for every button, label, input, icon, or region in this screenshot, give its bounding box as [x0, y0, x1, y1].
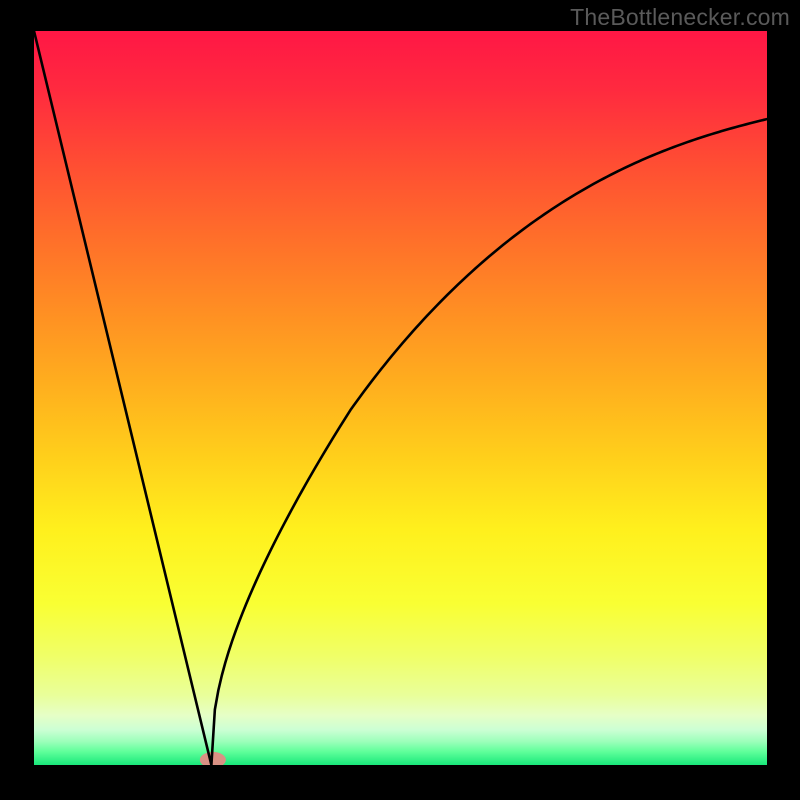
watermark-text: TheBottlenecker.com [570, 4, 790, 31]
plot-svg [34, 31, 767, 765]
chart-stage: TheBottlenecker.com [0, 0, 800, 800]
gradient-background [34, 31, 767, 765]
plot-area [34, 31, 767, 765]
